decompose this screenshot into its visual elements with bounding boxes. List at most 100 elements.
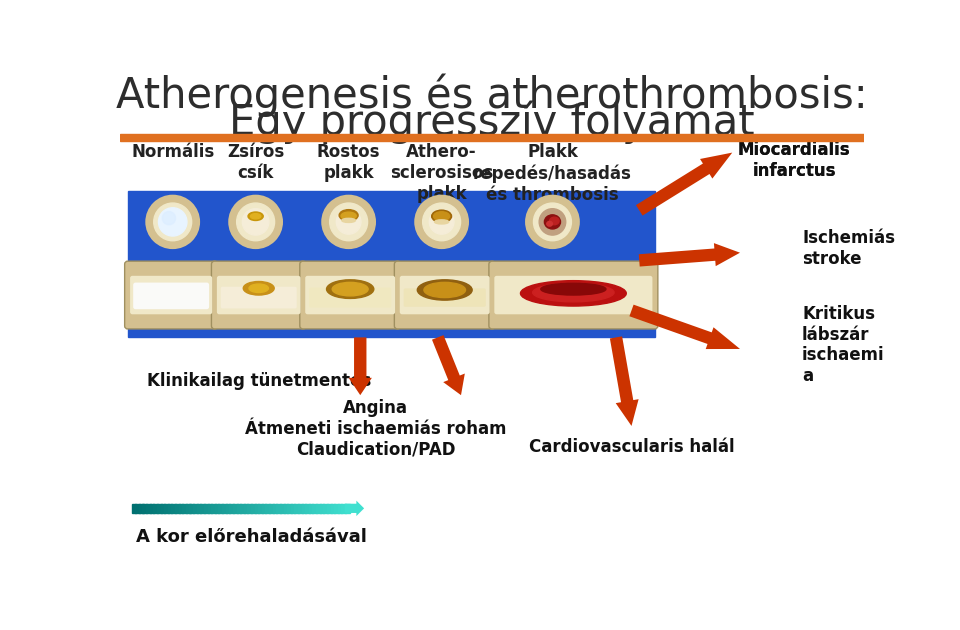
FancyBboxPatch shape — [217, 276, 300, 314]
Bar — [345, 504, 349, 513]
Bar — [334, 504, 339, 513]
Bar — [269, 504, 274, 513]
Bar — [135, 504, 140, 513]
Ellipse shape — [251, 214, 261, 219]
Bar — [160, 504, 165, 513]
Text: Ischemiás
stroke: Ischemiás stroke — [802, 229, 895, 268]
Bar — [287, 504, 292, 513]
Ellipse shape — [434, 212, 449, 220]
Bar — [312, 504, 317, 513]
Text: Miocardialis
infarctus: Miocardialis infarctus — [738, 141, 851, 180]
Circle shape — [237, 203, 275, 241]
Circle shape — [429, 210, 454, 234]
Bar — [164, 504, 169, 513]
Bar — [266, 504, 270, 513]
Bar — [324, 504, 328, 513]
Bar — [186, 504, 190, 513]
FancyBboxPatch shape — [494, 276, 653, 314]
Bar — [276, 504, 281, 513]
Bar — [168, 504, 173, 513]
Polygon shape — [348, 338, 372, 395]
Bar — [301, 504, 306, 513]
Bar — [172, 504, 176, 513]
Bar — [258, 504, 263, 513]
Polygon shape — [345, 501, 364, 516]
Ellipse shape — [243, 282, 275, 295]
Polygon shape — [636, 152, 732, 215]
Ellipse shape — [248, 212, 263, 220]
Circle shape — [526, 196, 579, 248]
Bar — [236, 504, 241, 513]
Bar — [248, 504, 252, 513]
FancyBboxPatch shape — [399, 276, 490, 314]
Circle shape — [154, 203, 192, 241]
Ellipse shape — [342, 219, 355, 222]
Bar — [283, 504, 288, 513]
Bar — [229, 504, 234, 513]
Circle shape — [146, 196, 199, 248]
Text: Miocardialis
infarctus: Miocardialis infarctus — [738, 141, 851, 180]
Ellipse shape — [332, 282, 368, 296]
FancyBboxPatch shape — [309, 287, 392, 307]
Circle shape — [329, 203, 368, 241]
Bar — [219, 504, 223, 513]
Text: Egy progresszív folyamat: Egy progresszív folyamat — [229, 100, 755, 144]
Text: Zsíros
csík: Zsíros csík — [227, 144, 284, 182]
Bar — [316, 504, 321, 513]
FancyBboxPatch shape — [489, 261, 658, 329]
FancyBboxPatch shape — [300, 261, 400, 329]
Bar — [150, 504, 155, 513]
Bar — [330, 504, 335, 513]
Ellipse shape — [540, 284, 606, 295]
Ellipse shape — [435, 220, 448, 224]
Bar — [309, 504, 314, 513]
Polygon shape — [630, 305, 740, 349]
Ellipse shape — [339, 210, 358, 221]
Text: Kritikus
lábszár
ischaemi
a: Kritikus lábszár ischaemi a — [802, 305, 884, 386]
Circle shape — [323, 196, 375, 248]
Circle shape — [534, 203, 571, 241]
Text: Normális: Normális — [132, 144, 214, 161]
Bar — [211, 504, 216, 513]
Bar — [132, 504, 136, 513]
Polygon shape — [638, 243, 740, 266]
Bar — [273, 504, 277, 513]
Bar — [338, 504, 343, 513]
Bar — [222, 504, 227, 513]
Bar — [226, 504, 230, 513]
Circle shape — [242, 209, 269, 235]
Circle shape — [416, 196, 468, 248]
Ellipse shape — [550, 217, 559, 225]
Bar — [142, 504, 147, 513]
Bar — [201, 504, 205, 513]
Ellipse shape — [249, 284, 269, 292]
Bar — [128, 191, 655, 338]
Bar — [204, 504, 208, 513]
Bar — [175, 504, 180, 513]
Bar — [320, 504, 324, 513]
Bar — [207, 504, 212, 513]
Polygon shape — [432, 335, 465, 395]
Bar — [327, 504, 331, 513]
Ellipse shape — [326, 280, 373, 299]
Ellipse shape — [544, 215, 561, 229]
Text: Athero-
sclerosisos
plakk: Athero- sclerosisos plakk — [390, 144, 493, 203]
Ellipse shape — [520, 280, 626, 306]
Bar — [179, 504, 183, 513]
Bar — [120, 134, 864, 141]
Circle shape — [336, 210, 361, 234]
Ellipse shape — [533, 284, 614, 302]
FancyBboxPatch shape — [130, 276, 212, 314]
FancyBboxPatch shape — [403, 289, 486, 307]
Bar — [240, 504, 245, 513]
Text: Cardiovascularis halál: Cardiovascularis halál — [529, 437, 734, 455]
Bar — [298, 504, 302, 513]
Bar — [146, 504, 151, 513]
Text: A kor előrehaladásával: A kor előrehaladásával — [136, 529, 367, 546]
Bar — [280, 504, 284, 513]
FancyBboxPatch shape — [211, 261, 306, 329]
Bar — [156, 504, 161, 513]
Ellipse shape — [432, 210, 451, 222]
Bar — [342, 504, 346, 513]
FancyBboxPatch shape — [395, 261, 495, 329]
